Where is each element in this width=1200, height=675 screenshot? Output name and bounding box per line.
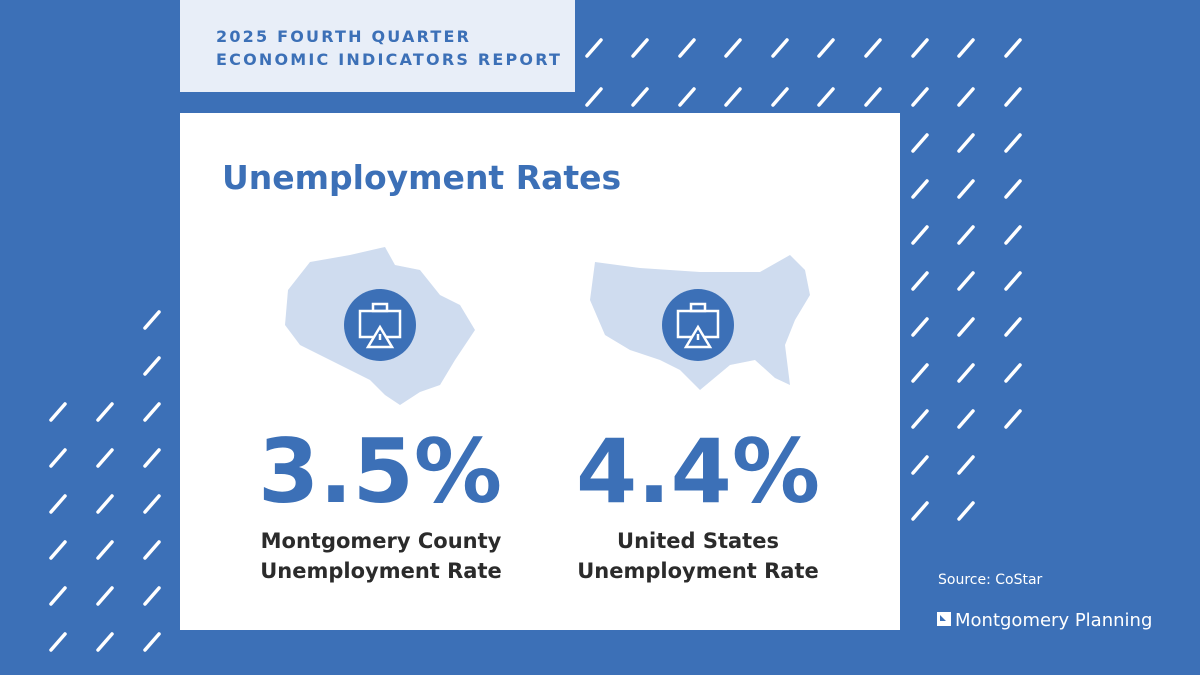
slash	[143, 540, 161, 560]
header-box	[180, 0, 575, 92]
slash	[49, 632, 67, 652]
slash	[957, 133, 975, 153]
slash	[1004, 225, 1022, 245]
slash	[957, 179, 975, 199]
stat-value: 4.4%	[576, 420, 820, 523]
stat-label: United States	[617, 529, 779, 553]
slash	[911, 317, 929, 337]
slash	[957, 363, 975, 383]
slash	[957, 38, 975, 58]
slash	[678, 87, 696, 107]
stat-value: 3.5%	[258, 420, 502, 523]
slash	[96, 494, 114, 514]
slash	[1004, 409, 1022, 429]
slash	[143, 402, 161, 422]
slash	[96, 448, 114, 468]
source: Source: CoStar	[938, 572, 1043, 588]
slash	[1004, 133, 1022, 153]
logo-mark	[937, 612, 951, 626]
slash	[143, 356, 161, 376]
slash	[1004, 87, 1022, 107]
slash	[724, 38, 742, 58]
slash	[911, 87, 929, 107]
slash	[49, 494, 67, 514]
icon	[344, 289, 416, 361]
slash	[1004, 38, 1022, 58]
slash	[631, 87, 649, 107]
slash	[911, 455, 929, 475]
icon	[662, 289, 734, 361]
slash	[911, 225, 929, 245]
slash	[585, 38, 603, 58]
decorative-pattern	[49, 38, 1022, 652]
slash	[678, 38, 696, 58]
slash	[817, 38, 835, 58]
slash	[957, 501, 975, 521]
slash	[957, 87, 975, 107]
slash	[1004, 317, 1022, 337]
slash	[143, 586, 161, 606]
slash	[817, 87, 835, 107]
card-title: Unemployment Rates	[222, 158, 621, 197]
header-title: 2025 FOURTH QUARTER	[216, 27, 471, 46]
slash	[911, 179, 929, 199]
slash	[143, 310, 161, 330]
slash	[96, 586, 114, 606]
slash	[96, 402, 114, 422]
slash	[957, 317, 975, 337]
slash	[864, 38, 882, 58]
slash	[911, 363, 929, 383]
slash	[957, 271, 975, 291]
slash	[49, 540, 67, 560]
stat-label: Unemployment Rate	[260, 559, 502, 583]
slash	[585, 87, 603, 107]
slash	[724, 87, 742, 107]
slash	[957, 409, 975, 429]
slash	[49, 586, 67, 606]
slash	[49, 402, 67, 422]
header-title: ECONOMIC INDICATORS REPORT	[216, 50, 562, 69]
slash	[911, 133, 929, 153]
slash	[96, 540, 114, 560]
logo: Montgomery Planning	[955, 610, 1152, 631]
slash	[864, 87, 882, 107]
slash	[1004, 179, 1022, 199]
slash	[911, 38, 929, 58]
slash	[911, 409, 929, 429]
slash	[957, 455, 975, 475]
slash	[911, 271, 929, 291]
slash	[1004, 363, 1022, 383]
slash	[143, 494, 161, 514]
slash	[1004, 271, 1022, 291]
stat-label: Montgomery County	[261, 529, 502, 553]
slash	[771, 87, 789, 107]
slash	[771, 38, 789, 58]
slash	[143, 632, 161, 652]
slash	[143, 448, 161, 468]
stat-label: Unemployment Rate	[577, 559, 819, 583]
slash	[631, 38, 649, 58]
slash	[957, 225, 975, 245]
slash	[96, 632, 114, 652]
slash	[911, 501, 929, 521]
slash	[49, 448, 67, 468]
